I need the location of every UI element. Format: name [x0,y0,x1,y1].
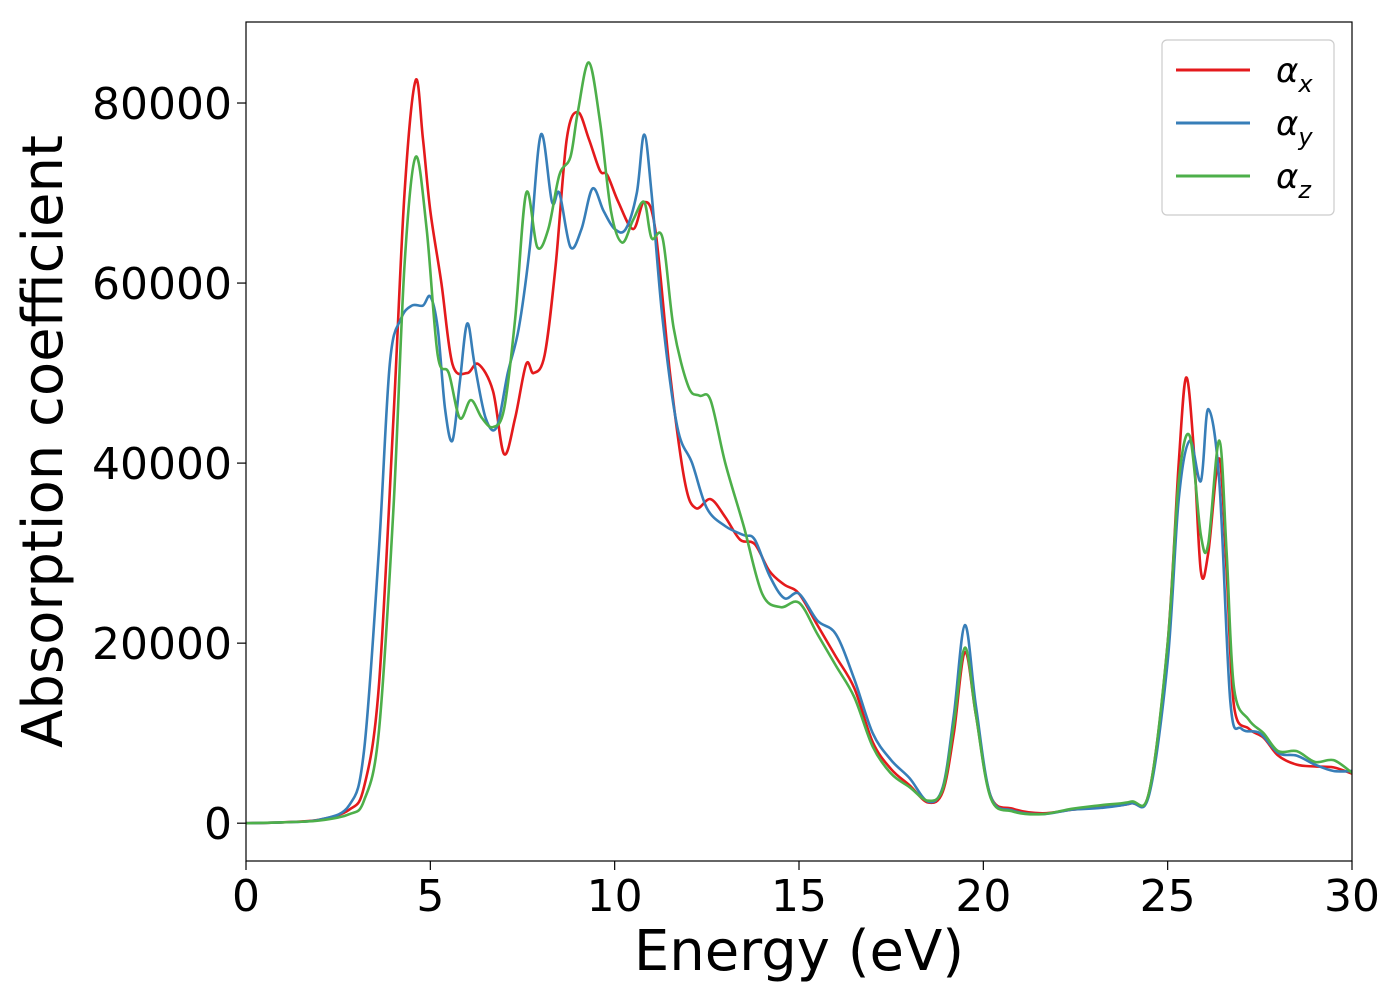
y-tick-label: 0 [204,799,232,850]
y-tick-label: 20000 [92,619,232,670]
y-axis-ticks: 0 20000 40000 60000 80000 [92,79,246,850]
series-layer [246,61,1352,825]
x-tick-label: 15 [771,871,827,922]
x-axis-ticks: 0 5 10 15 20 25 30 [232,861,1380,922]
x-tick-label: 10 [587,871,643,922]
x-tick-label: 30 [1324,871,1380,922]
y-tick-label: 80000 [92,79,232,130]
x-axis-title: Energy (eV) [634,919,964,984]
legend-label-y: αy [1276,104,1313,151]
y-tick-label: 60000 [92,259,232,310]
legend-label-z: αz [1276,157,1312,204]
y-axis-title: Absorption coefficient [11,135,76,748]
legend-box [1161,39,1335,216]
x-tick-label: 20 [955,871,1011,922]
x-tick-label: 5 [416,871,444,922]
y-tick-label: 40000 [92,439,232,490]
legend-label-x: αx [1276,51,1313,98]
series-line-z [246,61,1352,825]
x-tick-label: 25 [1140,871,1196,922]
legend: αx αy αz [1161,39,1335,216]
x-tick-label: 0 [232,871,260,922]
